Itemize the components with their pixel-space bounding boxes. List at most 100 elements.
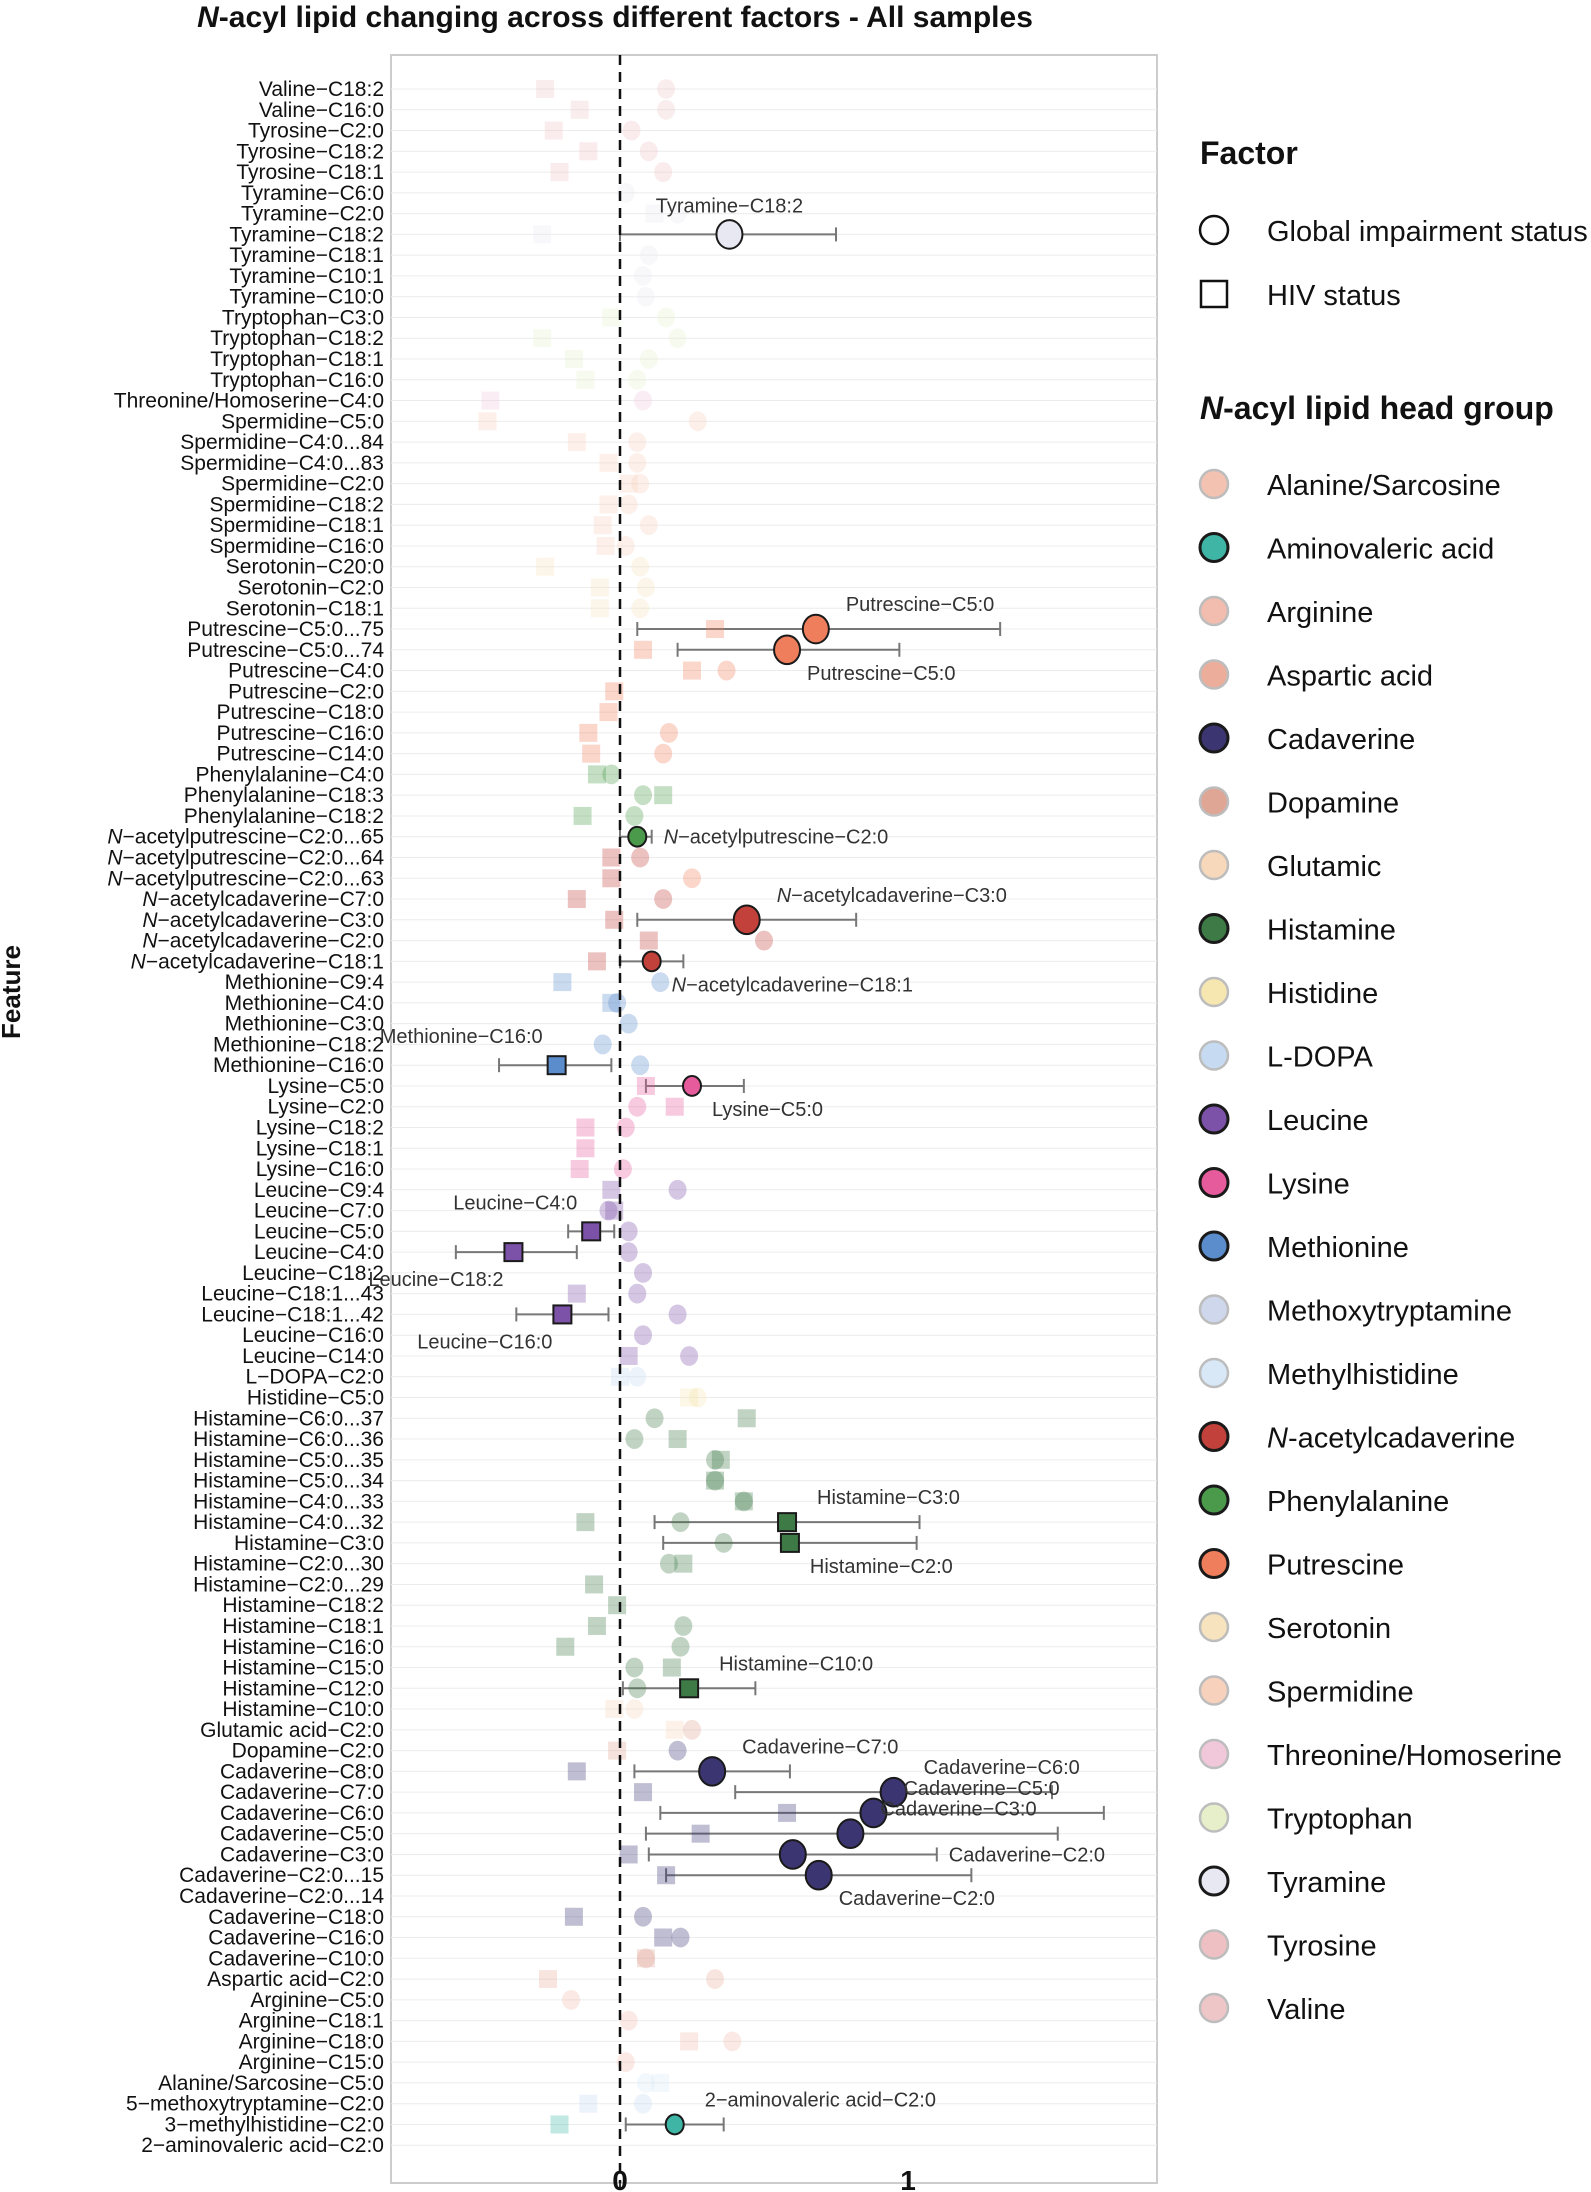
legend-group-label: Arginine: [1267, 597, 1373, 629]
legend-group-label: Cadaverine: [1267, 724, 1415, 756]
point-square: [779, 1532, 800, 1553]
feature-label: Phenylalanine−C4:0: [195, 763, 384, 786]
faded-point-circle: [755, 930, 773, 951]
faded-point-square: [645, 204, 664, 223]
point-circle: [698, 1756, 727, 1787]
faded-point-circle: [657, 307, 676, 328]
faded-point-circle: [631, 847, 650, 868]
feature-label: Putrescine−C2:0: [228, 680, 384, 703]
feature-label: Histamine−C10:0: [222, 1698, 384, 1721]
feature-label: Arginine−C18:0: [239, 2030, 384, 2053]
legend-group-label: Dopamine: [1267, 788, 1399, 820]
feature-label: Putrescine−C14:0: [216, 743, 384, 766]
faded-point-circle: [625, 806, 644, 826]
legend-group-label: L-DOPA: [1267, 1042, 1373, 1074]
faded-point-square: [593, 516, 612, 535]
faded-point-square: [536, 557, 555, 576]
annotation-rest: −acetylcadaverine−C3:0: [791, 885, 1007, 907]
faded-point-circle: [628, 1366, 647, 1387]
faded-point-circle: [639, 245, 658, 266]
feature-label: Lysine−C18:2: [256, 1117, 384, 1140]
faded-point-square: [605, 1201, 624, 1220]
plot-panel: [390, 54, 1158, 2184]
faded-point-circle: [659, 722, 678, 743]
faded-point-circle: [619, 1221, 638, 1242]
faded-point-circle: [599, 1200, 618, 1221]
faded-point-square: [651, 2073, 670, 2092]
faded-point-circle: [634, 1325, 653, 1346]
feature-label: Methionine−C4:0: [225, 992, 384, 1015]
feature-label: Phenylalanine−C18:2: [184, 805, 384, 828]
annotation-rest: −acetylcadaverine−C18:1: [686, 974, 913, 996]
point-annotation: N−acetylcadaverine−C18:1: [672, 974, 913, 996]
faded-point-square: [599, 495, 618, 514]
point-annotation: Cadaverine−C6:0: [924, 1757, 1080, 1779]
faded-point-circle: [683, 1719, 701, 1740]
point-circle: [801, 613, 830, 645]
faded-point-square: [599, 703, 618, 722]
feature-label: Cadaverine−C8:0: [220, 1760, 384, 1783]
feature-label: Cadaverine−C18:0: [208, 1906, 384, 1929]
legend-group-swatch: [1198, 595, 1230, 627]
feature-label-italic: N: [142, 930, 158, 953]
feature-label: Leucine−C9:4: [254, 1179, 385, 1202]
feature-label: Histamine−C12:0: [222, 1677, 384, 1700]
faded-point-circle: [634, 390, 653, 411]
faded-point-square: [706, 1471, 725, 1490]
feature-label: 5−methoxytryptamine−C2:0: [126, 2093, 384, 2116]
point-square: [679, 1678, 700, 1699]
point-annotation: N−acetylputrescine−C2:0: [664, 827, 889, 849]
faded-point-circle: [654, 743, 673, 764]
faded-point-circle: [639, 515, 658, 536]
legend-group-label: Aminovaleric acid: [1267, 534, 1494, 566]
legend-group-label: Threonine/Homoserine: [1267, 1740, 1562, 1772]
legend-group-label: Tryptophan: [1267, 1804, 1413, 1836]
legend-group-swatch: [1198, 532, 1230, 563]
faded-point-square: [582, 744, 601, 763]
feature-label: Spermidine−C18:2: [209, 493, 384, 516]
feature-label-italic: N: [131, 950, 147, 973]
point-annotation: Lysine−C5:0: [712, 1099, 823, 1121]
feature-label: Histamine−C6:0...37: [193, 1407, 384, 1430]
feature-label: Tyramine−C10:0: [229, 286, 384, 309]
legend-group-label: Phenylalanine: [1267, 1486, 1449, 1518]
legend-group-label: Glutamic: [1267, 851, 1381, 883]
faded-point-square: [564, 1907, 583, 1926]
point-annotation: Putrescine−C5:0: [807, 663, 955, 685]
faded-point-square: [619, 1845, 638, 1864]
faded-point-square: [605, 910, 624, 929]
legend-group-swatch: [1198, 1484, 1230, 1516]
faded-point-circle: [680, 1346, 699, 1366]
faded-point-square: [533, 225, 552, 244]
point-annotation: Tyramine−C18:2: [656, 195, 803, 217]
faded-point-circle: [616, 1117, 635, 1138]
faded-point-square: [611, 1367, 629, 1386]
faded-point-square: [533, 329, 552, 348]
feature-label: Phenylalanine−C18:3: [184, 784, 384, 807]
legend-group-swatch: [1198, 849, 1230, 881]
faded-point-circle: [668, 1740, 687, 1761]
faded-point-circle: [717, 660, 736, 681]
feature-label-italic: N: [107, 826, 123, 849]
faded-point-square: [608, 1741, 627, 1760]
feature-label: Alanine/Sarcosine−C5:0: [158, 2072, 384, 2095]
faded-point-circle: [631, 1055, 650, 1076]
faded-point-square: [778, 1803, 797, 1822]
faded-point-circle: [671, 1512, 690, 1533]
faded-point-circle: [714, 1533, 733, 1553]
faded-point-circle: [608, 992, 627, 1013]
annotation-italic: N: [664, 827, 679, 849]
legend-group-swatch: [1198, 1294, 1230, 1325]
faded-point-square: [602, 308, 621, 327]
faded-point-square: [665, 1720, 684, 1739]
point-circle: [627, 825, 648, 848]
faded-point-circle: [619, 1013, 638, 1034]
feature-label-rest: −acetylcadaverine−C3:0: [158, 909, 384, 932]
faded-point-circle: [613, 1159, 632, 1179]
legend-group-swatch: [1198, 976, 1230, 1008]
point-annotation: Leucine−C16:0: [417, 1331, 552, 1353]
feature-label: Cadaverine−C16:0: [208, 1927, 384, 1950]
legend-group-swatch: [1198, 468, 1230, 500]
faded-point-circle: [645, 1408, 664, 1429]
point-annotation: Cadaverine−C5:0: [903, 1778, 1059, 1800]
